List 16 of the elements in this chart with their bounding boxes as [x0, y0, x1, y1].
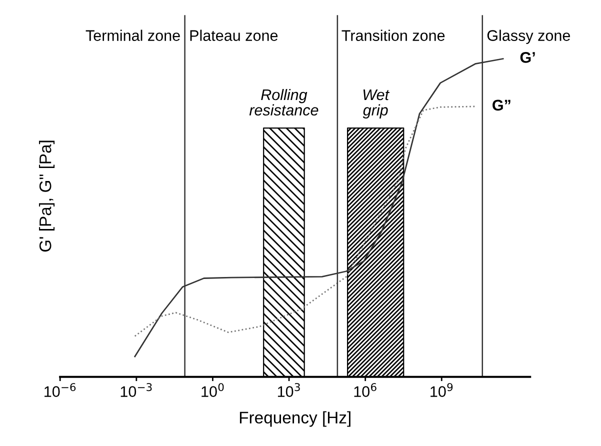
x-tick-label: 10$^{6}$	[354, 383, 376, 398]
x-tick-label: 10$^{9}$	[430, 383, 453, 398]
band-label: Rolling resistance	[249, 88, 318, 116]
x-tick-label: 10$^{0}$	[202, 383, 224, 398]
band-label: Wet grip	[362, 90, 390, 119]
text: Terminal zone	[86, 30, 180, 41]
text: Transition zone	[342, 30, 445, 41]
x-tick-label: 10$^{−6}$	[44, 383, 76, 398]
text: Plateau zone	[190, 30, 278, 41]
series-label: G”	[492, 100, 510, 111]
x-tick-label: 10$^{−3}$	[120, 383, 152, 398]
text: Glassy zone	[487, 30, 570, 44]
series-label: G’	[520, 52, 535, 63]
x-tick-label: 10$^{3}$	[278, 383, 300, 398]
y-axis-title: G' [Pa], G" [Pa]	[39, 140, 55, 252]
x-axis-title: Frequency [Hz]	[240, 411, 350, 427]
